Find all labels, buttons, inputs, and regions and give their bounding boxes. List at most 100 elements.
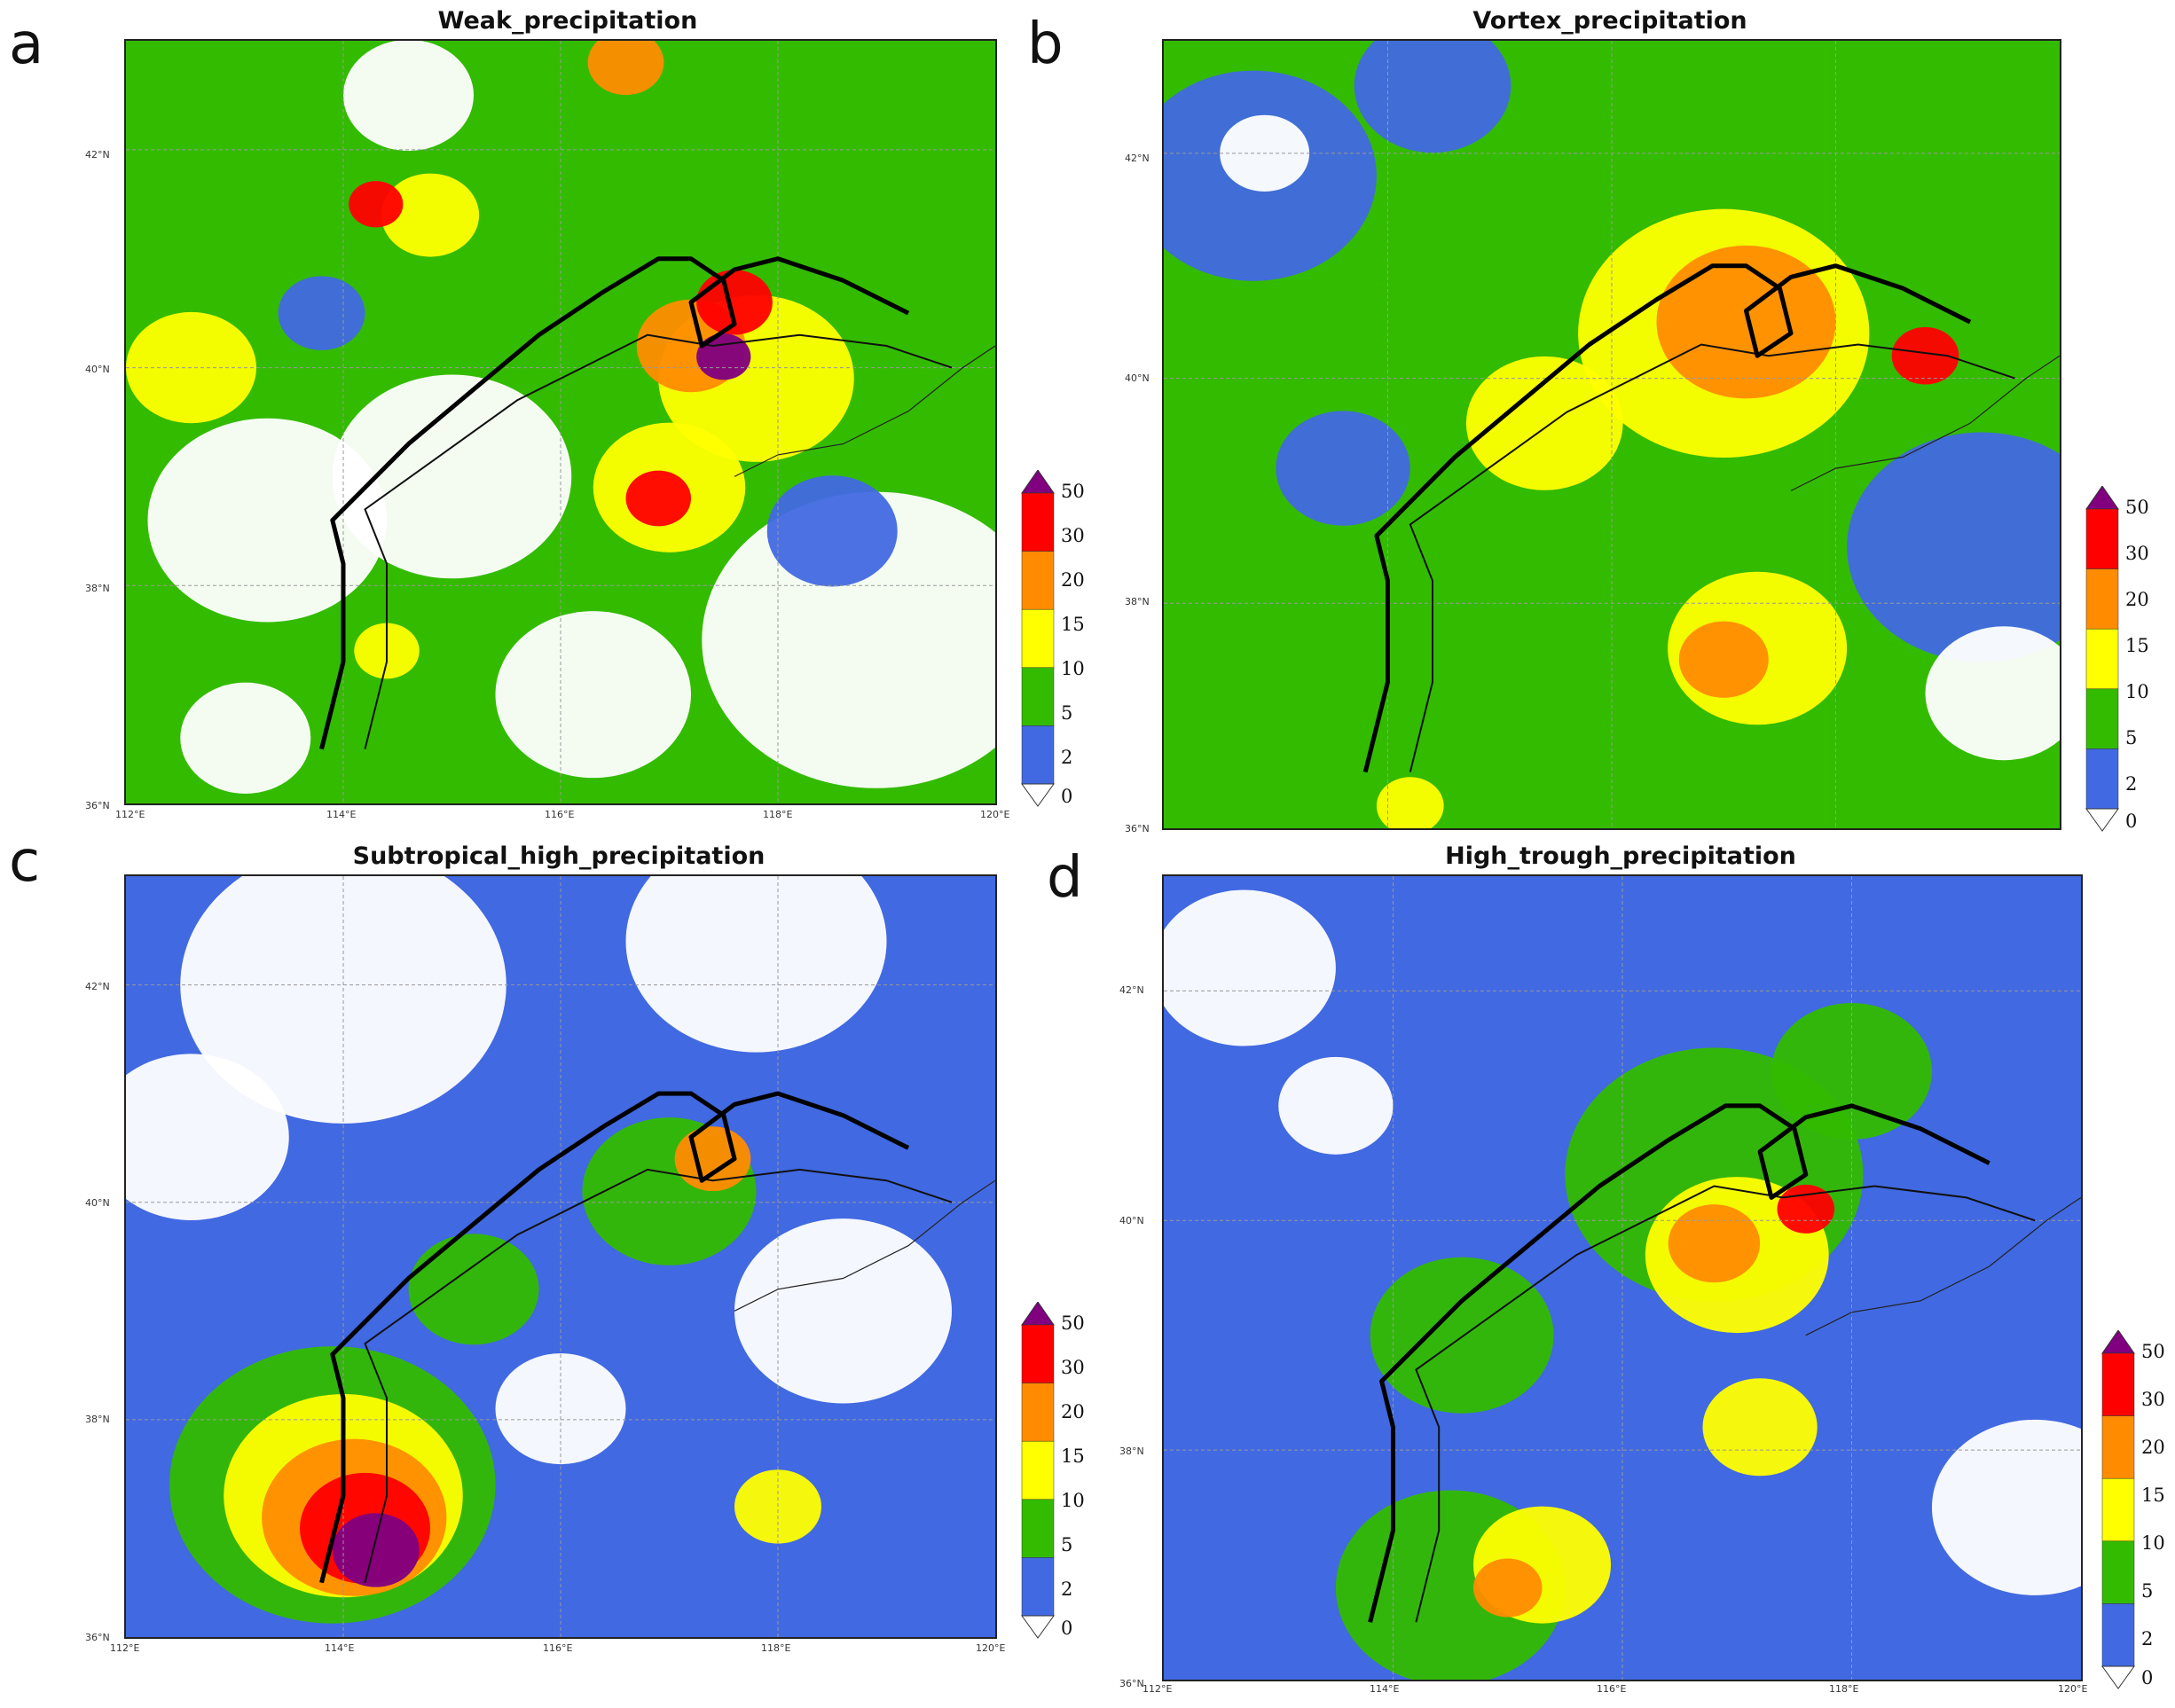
colorbar-tick: 15 <box>1061 1446 1085 1467</box>
colorbar-segment <box>1021 1440 1055 1500</box>
precip-cell <box>180 876 506 1124</box>
precip-cell <box>625 470 691 527</box>
map-b-canvas <box>1164 41 2060 828</box>
colorbar-tick: 10 <box>1061 658 1085 679</box>
precip-cell <box>1472 1558 1543 1618</box>
colorbar-tick: 30 <box>1061 525 1085 546</box>
colorbar-segment <box>1021 608 1055 669</box>
precip-cell <box>1932 1419 2081 1595</box>
precip-cell <box>1164 889 1336 1046</box>
colorbar-tick: 15 <box>1061 614 1085 635</box>
precip-cell <box>1278 1056 1394 1155</box>
colorbar-tick: 10 <box>2141 1532 2165 1554</box>
precip-cell <box>674 1126 751 1192</box>
colorbar-tick: 20 <box>1061 569 1085 591</box>
colorbar-b-ramp <box>2085 486 2119 832</box>
panel-title-b: Vortex_precipitation <box>1472 7 1747 35</box>
colorbar-tick: 2 <box>2141 1628 2154 1649</box>
precip-cell <box>1678 621 1769 698</box>
colorbar-segment <box>2101 1603 2135 1667</box>
lon-label: 114°E <box>325 1642 355 1654</box>
colorbar-tick: 0 <box>1061 786 1073 807</box>
precip-cell <box>180 682 311 794</box>
colorbar-segment <box>1021 1499 1055 1558</box>
colorbar-extend-bottom <box>2085 808 2119 832</box>
colorbar-tick: 5 <box>1061 702 1073 724</box>
lon-label: 116°E <box>543 1642 573 1654</box>
panel-letter-d: d <box>1047 845 1083 911</box>
precip-cell <box>495 1353 626 1465</box>
precip-cell <box>408 1234 539 1345</box>
precip-cell <box>1891 326 1959 385</box>
panel-letter-a: a <box>9 12 44 77</box>
lon-label: 112°E <box>1142 1683 1173 1695</box>
lon-label: 114°E <box>1370 1683 1400 1695</box>
lon-label: 116°E <box>1597 1683 1627 1695</box>
colorbar-a: 50 30 20 15 10 5 2 0 <box>1020 470 1118 807</box>
terrain-contour-thick <box>319 1091 910 1584</box>
map-a <box>124 39 997 805</box>
colorbar-tick: 0 <box>2141 1667 2154 1688</box>
colorbar-extend-top <box>1021 1302 1055 1326</box>
colorbar-extend-top <box>2101 1330 2135 1354</box>
colorbar-tick: 20 <box>2125 589 2149 610</box>
colorbar-tick: 2 <box>1061 747 1073 768</box>
colorbar-tick: 0 <box>1061 1618 1073 1639</box>
colorbar-segment <box>1021 1324 1055 1383</box>
lon-label: 116°E <box>545 809 575 820</box>
colorbar-segment <box>2085 688 2119 749</box>
colorbar-tick: 2 <box>2125 773 2138 795</box>
colorbar-d: 50 30 20 15 10 5 2 0 <box>2100 1330 2175 1689</box>
colorbar-tick: 15 <box>2141 1485 2165 1506</box>
colorbar-extend-bottom <box>2101 1665 2135 1689</box>
precip-cell <box>1370 1257 1554 1414</box>
map-d-canvas <box>1164 876 2081 1680</box>
lat-label: 40°N <box>85 1197 110 1209</box>
lon-label: 118°E <box>761 1642 791 1654</box>
precip-cell <box>1668 1204 1761 1283</box>
terrain-contour-thin <box>364 333 953 749</box>
colorbar-tick: 30 <box>1061 1357 1085 1378</box>
precip-cell <box>332 374 572 579</box>
panel-title-d: High_trough_precipitation <box>1445 842 1796 870</box>
colorbar-segment <box>2085 748 2119 810</box>
colorbar-tick: 0 <box>2125 811 2138 832</box>
colorbar-tick: 5 <box>2141 1580 2154 1602</box>
precip-cell <box>1656 245 1836 399</box>
map-a-canvas <box>126 41 995 803</box>
colorbar-segment <box>1021 551 1055 610</box>
lat-label: 42°N <box>85 149 110 161</box>
colorbar-tick: 20 <box>2141 1437 2165 1458</box>
colorbar-extend-top <box>2085 486 2119 510</box>
colorbar-tick: 5 <box>2125 727 2138 748</box>
lat-label: 38°N <box>85 583 110 594</box>
precip-cell <box>1376 777 1444 828</box>
precip-cell <box>625 876 887 1053</box>
precip-cell <box>1847 432 2060 662</box>
map-b <box>1162 39 2061 830</box>
colorbar-tick: 10 <box>1061 1490 1085 1511</box>
colorbar-c-ramp <box>1021 1302 1055 1639</box>
colorbar-tick: 50 <box>2141 1341 2165 1362</box>
precip-cell <box>696 333 751 380</box>
colorbar-tick: 30 <box>2141 1389 2165 1410</box>
terrain-contour-thick <box>319 256 910 750</box>
lat-label: 40°N <box>85 364 110 375</box>
terrain-contour-thin <box>1415 1185 2036 1623</box>
colorbar-segment <box>1021 1557 1055 1617</box>
precip-cell <box>587 41 664 96</box>
colorbar-extend-top <box>1021 470 1055 494</box>
colorbar-tick: 20 <box>1061 1401 1085 1422</box>
colorbar-tick: 50 <box>1061 481 1085 502</box>
lat-label: 42°N <box>1125 153 1150 164</box>
coastline <box>734 345 995 477</box>
panel-title-a: Weak_precipitation <box>437 7 698 35</box>
precip-cell <box>343 41 474 152</box>
colorbar-segment <box>1021 667 1055 726</box>
lat-label: 40°N <box>1125 372 1150 384</box>
panel-letter-c: c <box>9 829 41 895</box>
precip-cell <box>1925 626 2060 761</box>
precip-cell <box>332 1513 420 1587</box>
coastline <box>1790 355 2060 491</box>
colorbar-segment <box>2085 628 2119 690</box>
